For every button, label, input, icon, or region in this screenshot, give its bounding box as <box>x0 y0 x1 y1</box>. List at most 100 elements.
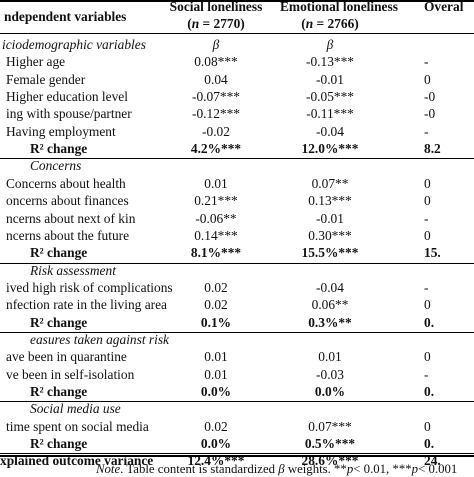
row-label: Concerns about health <box>6 175 126 191</box>
emotional-loneliness-value: 0.07*** <box>308 418 352 434</box>
overall-loneliness-value: 15. <box>424 245 441 261</box>
header-independent-variables: ndependent variables <box>4 9 127 24</box>
overall-loneliness-value: - <box>424 279 429 295</box>
bottom-rule <box>0 455 474 457</box>
overall-loneliness-value: - <box>424 123 429 139</box>
table-note: Note. Table content is standardized β we… <box>96 462 458 476</box>
emotional-loneliness-value: 28.6%*** <box>301 453 359 469</box>
section-rule <box>0 453 474 455</box>
emotional-loneliness-value: -0.03 <box>316 366 344 382</box>
row-label: R² change <box>30 314 88 330</box>
overall-loneliness-value: 0. <box>424 436 435 452</box>
emotional-loneliness-value: -0.04 <box>316 279 344 295</box>
social-loneliness-value: 0.0% <box>200 384 232 399</box>
overall-loneliness-value: 0 <box>424 193 431 209</box>
row-label: R² change <box>30 141 88 157</box>
social-loneliness-value: -0.07*** <box>192 89 240 105</box>
top-rule <box>0 0 474 2</box>
emotional-loneliness-value: 0.3%** <box>308 314 352 330</box>
emotional-loneliness-value: β <box>326 37 334 52</box>
social-loneliness-value: 0.1% <box>200 314 232 330</box>
social-loneliness-value: 0.14*** <box>194 227 238 243</box>
row-label: Higher age <box>6 54 66 70</box>
row-label: ncerns about the future <box>6 227 130 243</box>
emotional-loneliness-value: -0.04 <box>316 123 344 139</box>
section-rule <box>0 331 474 333</box>
social-loneliness-value: 0.04 <box>204 71 228 87</box>
social-loneliness-value: 12.4%*** <box>187 453 245 469</box>
row-label: iciodemographic variables <box>2 37 146 52</box>
row-label: oncerns about finances <box>6 193 129 209</box>
header-social-n: (n = 2770) <box>187 16 245 31</box>
overall-loneliness-value: 0. <box>424 384 435 399</box>
overall-loneliness-value: 0. <box>424 314 435 330</box>
social-loneliness-value: 0.0% <box>200 436 232 452</box>
header-emotional-loneliness: Emotional loneliness <box>280 0 398 14</box>
social-loneliness-value: 0.01 <box>204 175 228 191</box>
row-label: ave been in quarantine <box>6 349 127 365</box>
overall-loneliness-value: 0 <box>424 71 431 87</box>
overall-loneliness-value: 24. <box>424 453 441 469</box>
overall-loneliness-value: -0 <box>424 106 436 122</box>
row-label: ived high risk of complications <box>6 279 173 295</box>
emotional-loneliness-value: -0.01 <box>316 71 344 87</box>
row-label: xplained outcome variance <box>0 453 154 469</box>
row-label: ing with spouse/partner <box>6 106 132 122</box>
row-label: R² change <box>30 384 88 399</box>
emotional-loneliness-value: 0.30*** <box>308 227 352 243</box>
emotional-loneliness-value: 0.07** <box>311 175 349 191</box>
row-label: Female gender <box>6 71 86 87</box>
row-label: ncerns about next of kin <box>6 210 136 226</box>
emotional-loneliness-value: 12.0%*** <box>301 141 359 157</box>
header-social-loneliness: Social loneliness <box>169 0 263 14</box>
social-loneliness-value: 0.02 <box>204 418 228 434</box>
overall-loneliness-value: -0 <box>424 89 436 105</box>
overall-loneliness-value: - <box>424 366 429 382</box>
social-loneliness-value: 4.2%*** <box>190 141 242 157</box>
row-label: Having employment <box>6 123 116 139</box>
emotional-loneliness-value: 0.5%*** <box>304 436 356 452</box>
header-emotional-n: (n = 2766) <box>301 16 359 31</box>
overall-loneliness-value: 0 <box>424 297 431 313</box>
section-rule <box>0 401 474 403</box>
section-rule <box>0 158 474 160</box>
social-loneliness-value: -0.02 <box>202 123 230 139</box>
row-label: time spent on social media <box>6 418 149 434</box>
social-loneliness-value: 0.01 <box>204 366 228 382</box>
emotional-loneliness-value: -0.13*** <box>306 54 354 70</box>
row-label: Higher education level <box>6 89 128 105</box>
emotional-loneliness-value: -0.11*** <box>306 106 354 122</box>
header-overall: Overal <box>424 0 464 14</box>
social-loneliness-value: -0.12*** <box>192 106 240 122</box>
overall-loneliness-value: 0 <box>424 227 431 243</box>
row-label: R² change <box>30 245 88 261</box>
overall-loneliness-value: - <box>424 54 429 70</box>
social-loneliness-value: 8.1%*** <box>190 245 242 261</box>
emotional-loneliness-value: -0.01 <box>316 210 344 226</box>
emotional-loneliness-value: 0.0% <box>314 384 346 399</box>
social-loneliness-value: 0.08*** <box>194 54 238 70</box>
row-label: nfection rate in the living area <box>6 297 167 313</box>
row-label: ve been in self-isolation <box>6 366 135 382</box>
row-label: easures taken against risk <box>30 331 169 347</box>
emotional-loneliness-value: 15.5%*** <box>301 245 359 261</box>
emotional-loneliness-value: 0.13*** <box>308 193 352 209</box>
social-loneliness-value: -0.06** <box>195 210 237 226</box>
social-loneliness-value: 0.02 <box>204 297 228 313</box>
emotional-loneliness-value: 0.01 <box>318 349 342 365</box>
overall-loneliness-value: 8.2 <box>424 141 441 157</box>
emotional-loneliness-value: -0.05*** <box>306 89 354 105</box>
social-loneliness-value: 0.21*** <box>194 193 238 209</box>
emotional-loneliness-value: 0.06** <box>311 297 349 313</box>
section-rule <box>0 262 474 264</box>
row-label: Concerns <box>30 158 82 174</box>
overall-loneliness-value: 0 <box>424 349 431 365</box>
overall-loneliness-value: - <box>424 210 429 226</box>
row-label: Risk assessment <box>30 262 116 278</box>
overall-loneliness-value: 0 <box>424 175 431 191</box>
overall-loneliness-value: 0 <box>424 418 431 434</box>
row-label: Social media use <box>30 401 121 417</box>
social-loneliness-value: 0.02 <box>204 279 228 295</box>
social-loneliness-value: β <box>212 37 220 52</box>
header-rule <box>0 33 474 34</box>
